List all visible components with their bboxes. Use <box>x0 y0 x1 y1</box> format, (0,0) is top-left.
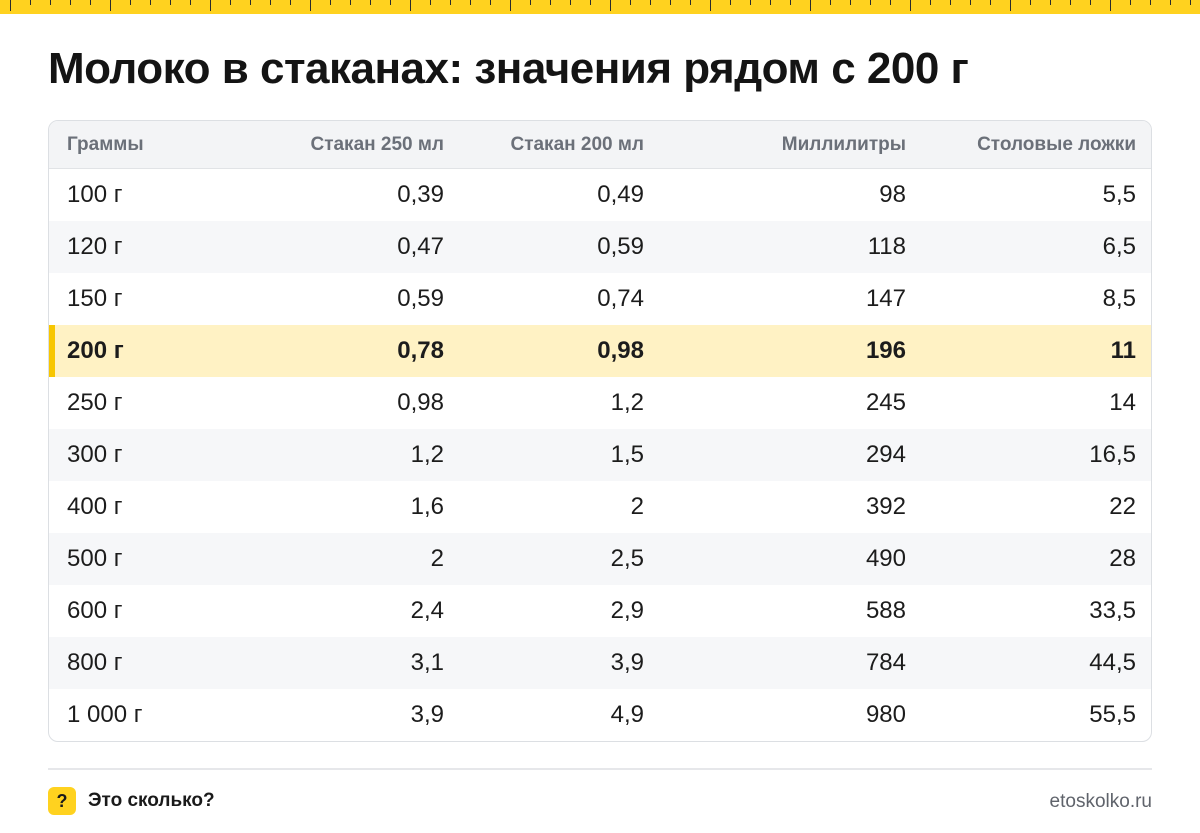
cell-glass-250: 0,59 <box>397 285 444 312</box>
table-row: 800 г 3,1 3,9 784 44,5 <box>49 637 1151 689</box>
cell-grams: 200 г <box>67 337 124 364</box>
cell-milliliters: 588 <box>865 597 906 624</box>
cell-grams: 100 г <box>67 181 123 208</box>
cell-tablespoons: 11 <box>1110 337 1136 364</box>
conversion-table: Граммы Стакан 250 мл Стакан 200 мл Милли… <box>48 120 1152 742</box>
cell-tablespoons: 6,5 <box>1102 233 1136 260</box>
column-header-milliliters: Миллилитры <box>781 133 906 155</box>
table-row-highlighted: 200 г 0,78 0,98 196 11 <box>49 325 1151 377</box>
table-row: 500 г 2 2,5 490 28 <box>49 533 1151 585</box>
cell-tablespoons: 44,5 <box>1089 649 1136 676</box>
cell-tablespoons: 14 <box>1109 389 1136 416</box>
table-row: 600 г 2,4 2,9 588 33,5 <box>49 585 1151 637</box>
cell-tablespoons: 8,5 <box>1102 285 1136 312</box>
table-row: 150 г 0,59 0,74 147 8,5 <box>49 273 1151 325</box>
cell-milliliters: 118 <box>867 233 906 260</box>
cell-glass-200: 2,5 <box>610 545 644 572</box>
cell-milliliters: 294 <box>865 441 906 468</box>
cell-glass-250: 1,6 <box>410 493 444 520</box>
cell-grams: 250 г <box>67 389 123 416</box>
column-header-grams: Граммы <box>67 133 144 155</box>
cell-glass-250: 0,78 <box>397 337 444 364</box>
cell-grams: 800 г <box>67 649 123 676</box>
cell-milliliters: 245 <box>865 389 906 416</box>
cell-glass-200: 2 <box>630 493 644 520</box>
question-badge-icon: ? <box>48 787 76 815</box>
cell-glass-200: 0,98 <box>597 337 644 364</box>
table-row: 250 г 0,98 1,2 245 14 <box>49 377 1151 429</box>
cell-grams: 120 г <box>67 233 123 260</box>
footer-brand: ? Это сколько? <box>48 787 215 815</box>
cell-milliliters: 98 <box>879 181 906 208</box>
table-row: 300 г 1,2 1,5 294 16,5 <box>49 429 1151 481</box>
table-header: Граммы Стакан 250 мл Стакан 200 мл Милли… <box>49 121 1151 169</box>
cell-milliliters: 490 <box>865 545 906 572</box>
cell-glass-250: 1,2 <box>410 441 444 468</box>
cell-grams: 150 г <box>67 285 123 312</box>
cell-glass-200: 0,49 <box>597 181 644 208</box>
cell-glass-200: 2,9 <box>610 597 644 624</box>
site-url: etoskolko.ru <box>1049 791 1152 812</box>
cell-glass-250: 0,47 <box>397 233 444 260</box>
column-header-glass-250: Стакан 250 мл <box>310 133 444 155</box>
cell-tablespoons: 55,5 <box>1089 701 1136 728</box>
page-title: Молоко в стаканах: значения рядом с 200 … <box>48 44 969 93</box>
cell-milliliters: 196 <box>865 337 906 364</box>
cell-glass-200: 1,2 <box>610 389 644 416</box>
cell-milliliters: 980 <box>865 701 906 728</box>
cell-grams: 500 г <box>67 545 123 572</box>
table-row: 1 000 г 3,9 4,9 980 55,5 <box>49 689 1151 741</box>
cell-grams: 400 г <box>67 493 123 520</box>
cell-milliliters: 147 <box>865 285 906 312</box>
cell-tablespoons: 16,5 <box>1089 441 1136 468</box>
cell-glass-200: 1,5 <box>610 441 644 468</box>
column-header-glass-200: Стакан 200 мл <box>510 133 644 155</box>
cell-glass-200: 0,74 <box>597 285 644 312</box>
cell-glass-250: 0,39 <box>397 181 444 208</box>
table-row: 400 г 1,6 2 392 22 <box>49 481 1151 533</box>
ruler-strip <box>0 0 1200 14</box>
cell-grams: 300 г <box>67 441 123 468</box>
cell-milliliters: 392 <box>865 493 906 520</box>
cell-glass-250: 3,9 <box>410 701 444 728</box>
cell-glass-250: 2,4 <box>410 597 444 624</box>
cell-tablespoons: 28 <box>1109 545 1136 572</box>
cell-glass-200: 4,9 <box>610 701 644 728</box>
table-row: 100 г 0,39 0,49 98 5,5 <box>49 169 1151 221</box>
table-row: 120 г 0,47 0,59 118 6,5 <box>49 221 1151 273</box>
cell-tablespoons: 22 <box>1109 493 1136 520</box>
column-header-tablespoons: Столовые ложки <box>977 133 1136 155</box>
cell-grams: 600 г <box>67 597 123 624</box>
cell-glass-250: 2 <box>430 545 444 572</box>
footer-divider <box>48 768 1152 770</box>
cell-tablespoons: 5,5 <box>1102 181 1136 208</box>
cell-glass-200: 0,59 <box>597 233 644 260</box>
cell-glass-250: 3,1 <box>410 649 444 676</box>
cell-glass-200: 3,9 <box>610 649 644 676</box>
cell-milliliters: 784 <box>865 649 906 676</box>
cell-grams: 1 000 г <box>67 701 143 728</box>
cell-tablespoons: 33,5 <box>1089 597 1136 624</box>
brand-name: Это сколько? <box>88 790 215 811</box>
cell-glass-250: 0,98 <box>397 389 444 416</box>
